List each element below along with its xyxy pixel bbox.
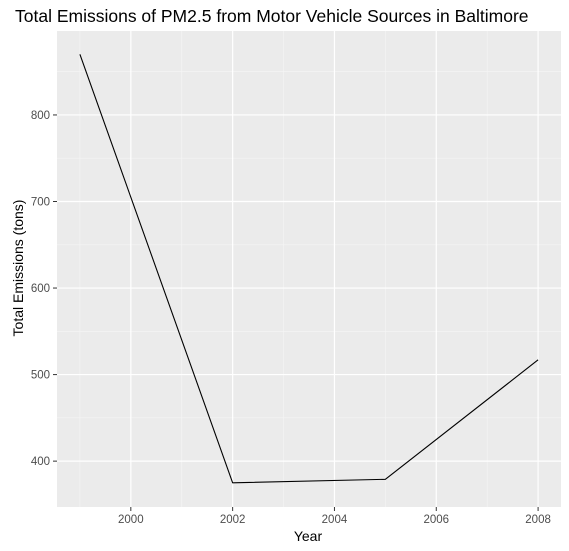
x-axis-title: Year [294, 528, 323, 544]
plot-panel [57, 31, 561, 507]
major-grid [57, 31, 561, 507]
x-axis: 2000 2002 2004 2006 2008 [118, 507, 551, 526]
series-line [79, 54, 539, 484]
x-tick-label: 2002 [220, 514, 246, 526]
x-tick-label: 2008 [525, 514, 551, 526]
x-tick-label: 2004 [322, 514, 348, 526]
y-axis-title: Total Emissions (tons) [10, 200, 26, 337]
y-tick-label: 400 [31, 456, 50, 468]
y-tick-label: 500 [31, 370, 50, 382]
chart-title: Total Emissions of PM2.5 from Motor Vehi… [15, 6, 529, 26]
minor-grid [57, 31, 561, 507]
x-tick-label: 2006 [423, 514, 449, 526]
y-tick-label: 600 [31, 283, 50, 295]
y-tick-label: 800 [31, 110, 50, 122]
y-tick-label: 700 [31, 196, 50, 208]
series-layer [79, 54, 539, 484]
x-tick-label: 2000 [118, 514, 144, 526]
y-axis: 400 500 600 700 800 [31, 110, 57, 468]
